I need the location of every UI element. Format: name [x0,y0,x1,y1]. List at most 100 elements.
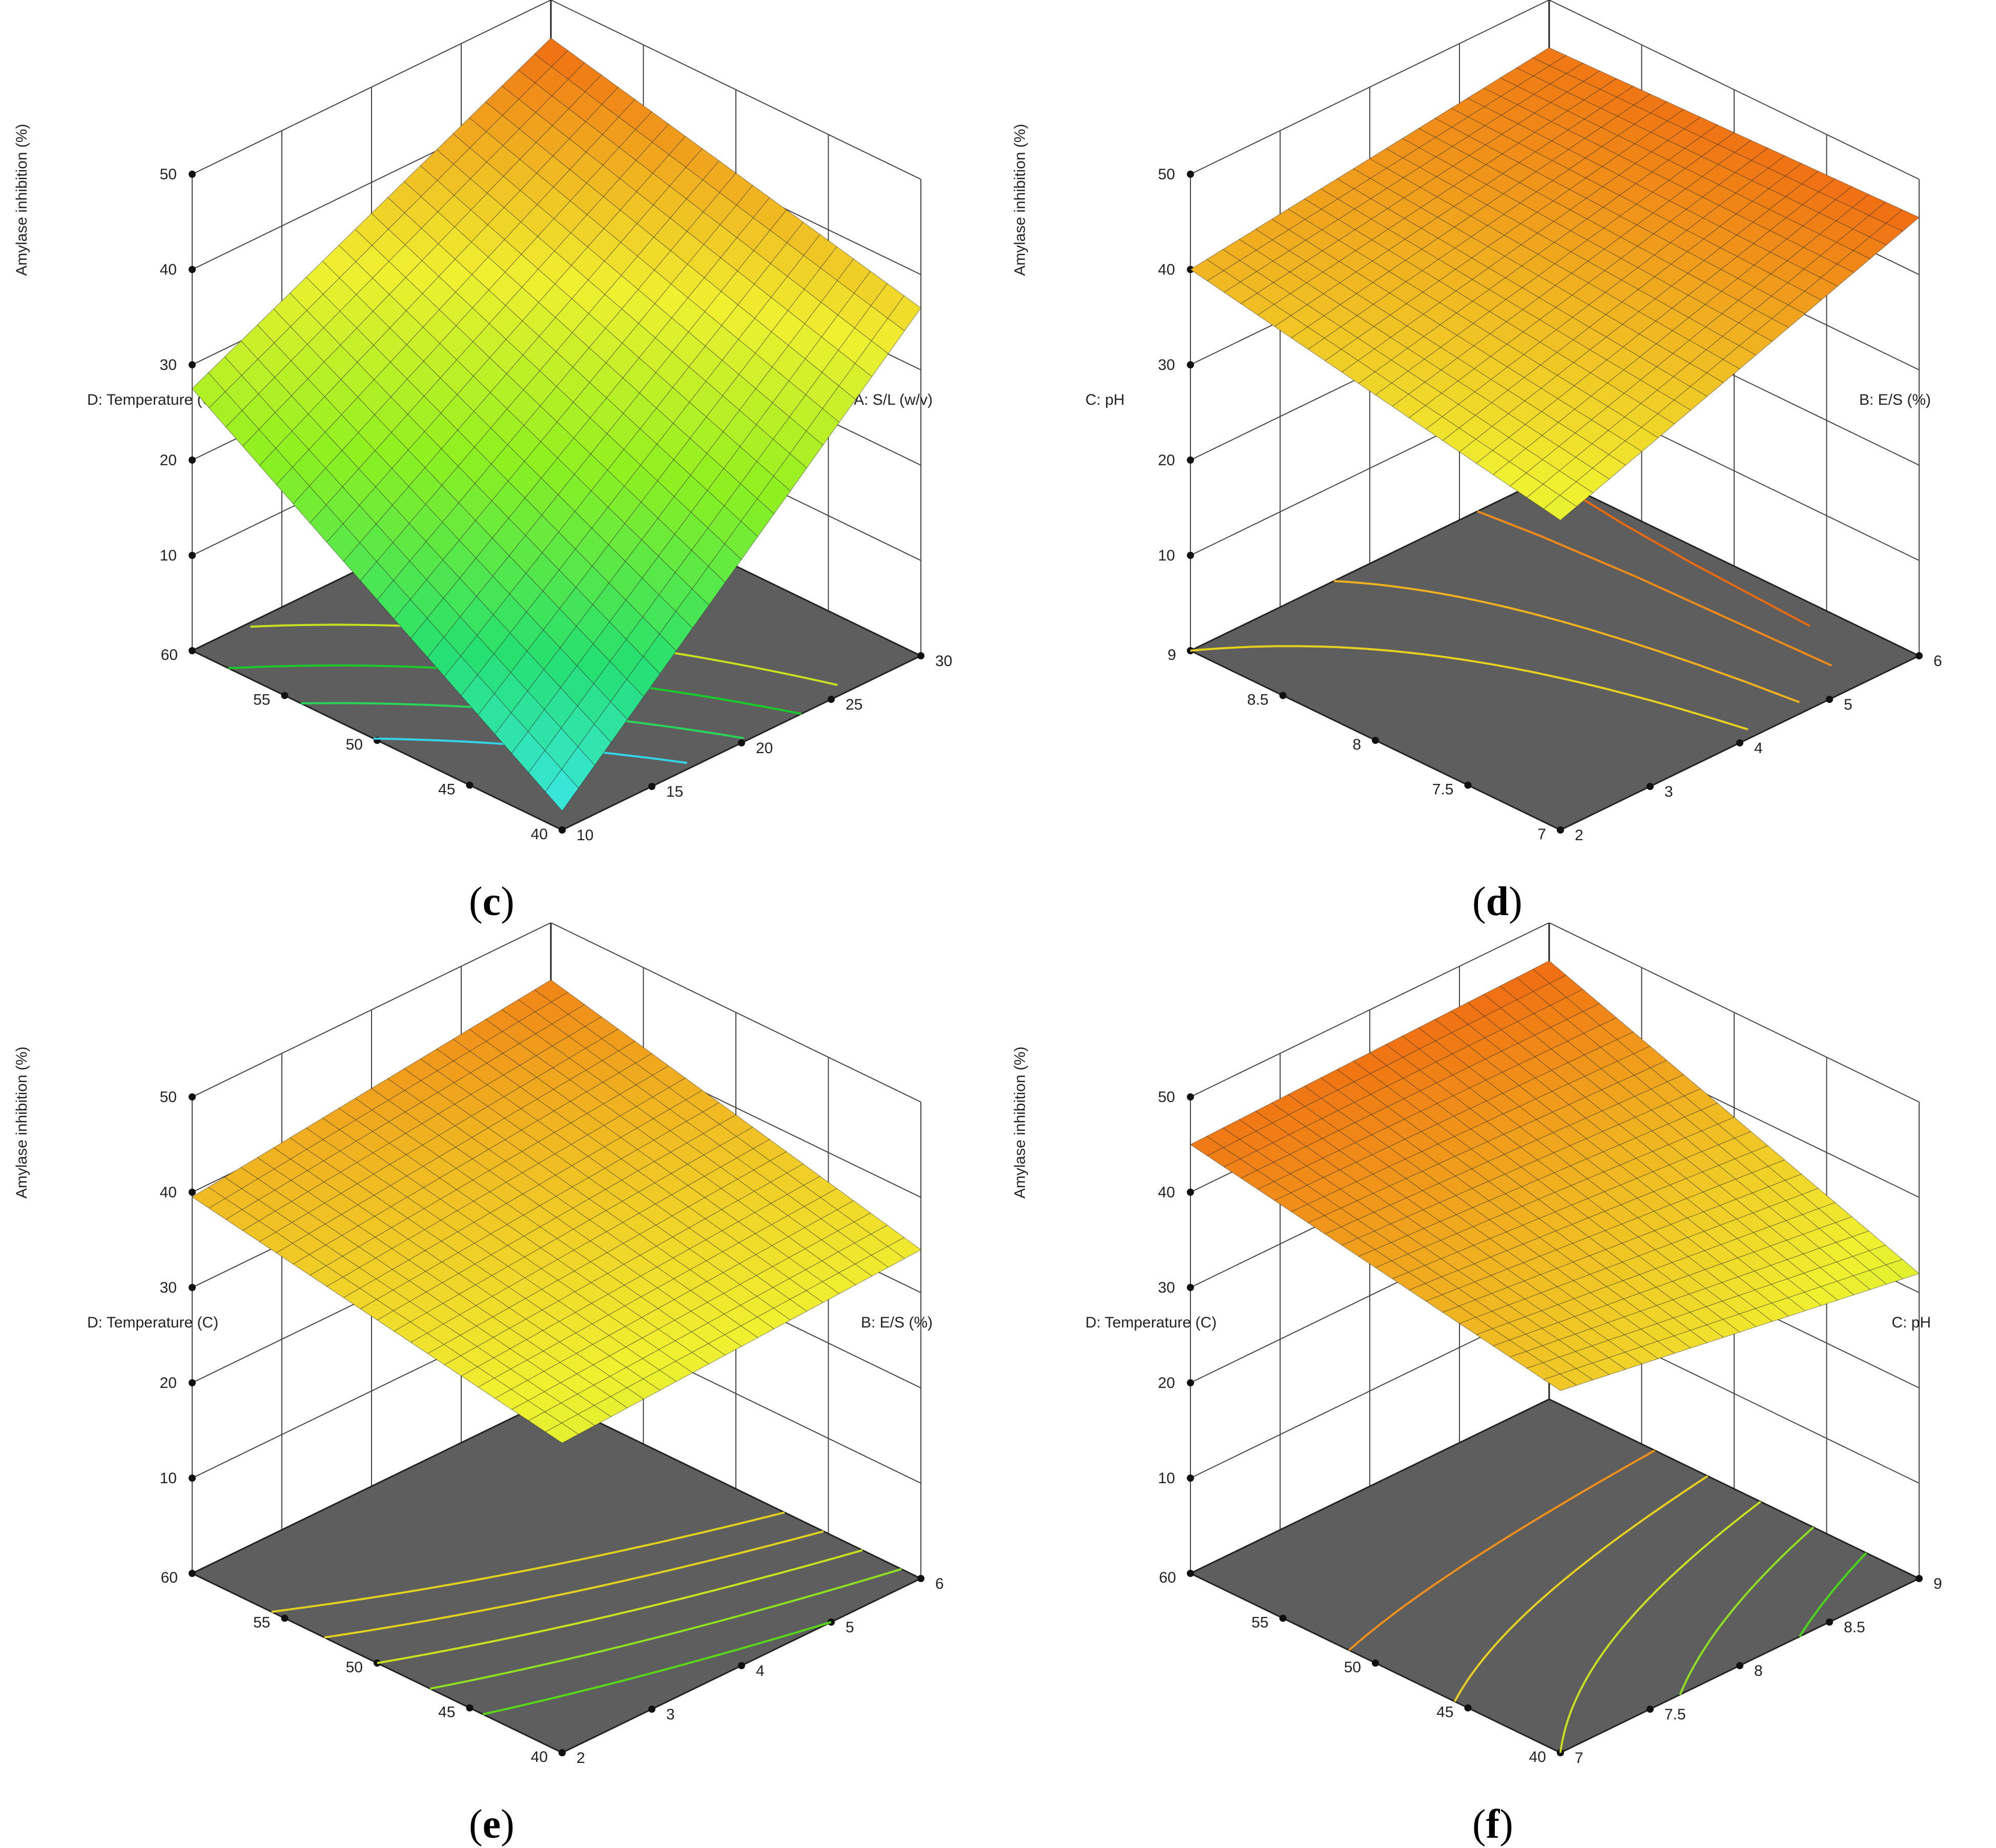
y-tick-label: 4 [1754,740,1763,757]
z-tick-label: 50 [1158,166,1175,183]
contour-group [271,1511,902,1715]
surface-plot-c: 10 20 30 40 50 60 55 50 45 40 10 15 20 25 30 D: Tempera… [13,0,952,844]
x-tick-label: 8.5 [1247,692,1269,709]
z-tick-label: 30 [1158,357,1175,373]
surface-group [192,37,921,812]
x-tick-label: 40 [531,826,548,843]
x-tick-label: 60 [161,1569,178,1586]
y-tick-label: 3 [666,1706,675,1723]
z-tick-mark [189,1284,196,1291]
x-tick-label: 55 [253,1614,270,1631]
z-tick-mark [1187,171,1194,178]
x-tick-mark [281,692,289,699]
x-tick-mark [1279,1614,1287,1622]
caption-f: (f) [1472,1802,1513,1847]
surface-plot-f: 10 20 30 40 50 60 55 50 45 40 7 7.5 8 8.5 9 D: Temperat… [1012,923,1942,1767]
y-tick-label: 8.5 [1844,1619,1865,1636]
x-tick-label: 40 [531,1749,548,1766]
y-tick-label: 8 [1754,1663,1763,1679]
surface-group [1190,47,1920,521]
x-axis-label: D: Temperature (C) [1085,1314,1217,1331]
x-tick-label: 45 [438,781,455,798]
z-axis-label: Amylase inhibition (%) [13,124,30,276]
panel-e: 10 20 30 40 50 60 55 50 45 40 2 3 4 5 6 D: Temperature … [0,923,998,1847]
surface-group [1190,960,1920,1391]
contour-group [1348,1449,1867,1753]
y-tick-label: 5 [846,1619,854,1636]
grid-line [192,923,921,1103]
z-tick-label: 40 [1158,1184,1175,1201]
y-tick-label: 6 [1933,653,1942,670]
y-tick-mark [917,652,924,659]
z-tick-label: 50 [160,1089,177,1106]
y-tick-mark [738,1662,745,1669]
floor [1188,475,1921,831]
y-tick-mark [1557,826,1564,834]
surface-cell [534,979,568,1003]
contour-line [1477,510,1833,667]
y-tick-mark [648,783,655,790]
grid-line [1190,0,1920,180]
z-axis-label: Amylase inhibition (%) [1012,124,1028,276]
grid-line [192,0,921,180]
caption-d: (d) [1472,879,1522,924]
z-tick-label: 40 [160,261,177,278]
contour-line [1190,645,1748,731]
z-tick-mark [1187,361,1194,368]
y-tick-mark [1647,783,1654,790]
x-tick-mark [189,647,196,654]
y-tick-mark [917,1575,924,1582]
z-tick-label: 20 [160,1375,177,1392]
x-tick-mark [281,1614,289,1622]
contour-line [1333,580,1800,703]
x-tick-label: 60 [1159,1569,1176,1586]
y-tick-mark [828,696,835,703]
x-tick-label: 9 [1167,647,1176,663]
z-tick-mark [189,456,196,464]
y-axis-label: B: E/S (%) [1859,391,1931,408]
contour-line [1679,1526,1815,1695]
y-axis-label: C: pH [1891,1314,1931,1331]
z-axis-label: Amylase inhibition (%) [1012,1047,1028,1199]
z-tick-mark [1187,1379,1194,1386]
surface-cell [534,37,568,67]
y-tick-label: 3 [1664,783,1673,800]
x-tick-label: 8 [1352,736,1361,753]
contour-line [1799,1552,1867,1637]
y-tick-mark [738,739,745,746]
y-tick-label: 2 [577,1750,585,1767]
panel-d: 10 20 30 40 50 9 8.5 8 7.5 7 2 3 4 5 6 C: pH B: E/S (%) A… [998,0,1996,924]
x-tick-mark [466,781,474,789]
panel-c: 10 20 30 40 50 60 55 50 45 40 10 15 20 25 30 D: Tempera… [0,0,998,924]
y-tick-label: 15 [666,783,683,800]
y-tick-mark [648,1706,655,1713]
z-tick-mark [189,552,196,559]
contour-line [1559,1501,1761,1753]
x-tick-mark [466,1704,474,1712]
grid-line [1190,923,1920,1103]
y-tick-mark [1647,1706,1654,1713]
contour-line [482,1621,832,1715]
z-tick-mark [189,1379,196,1386]
x-tick-label: 55 [1251,1614,1268,1631]
x-tick-label: 55 [253,692,270,709]
contour-line [324,1530,824,1638]
contour-line [1348,1449,1656,1651]
surface-cell [1532,960,1567,984]
y-tick-label: 5 [1844,696,1853,713]
y-tick-mark [1916,652,1923,659]
y-tick-mark [559,1749,566,1756]
z-tick-mark [189,361,196,368]
z-tick-mark [1187,456,1194,464]
caption-e: (e) [469,1802,515,1847]
caption-d-letter: d [1486,879,1509,924]
z-tick-mark [189,1189,196,1196]
x-tick-mark [1372,1659,1379,1667]
y-tick-mark [1826,696,1833,703]
z-tick-label: 50 [1158,1089,1175,1106]
z-tick-label: 40 [160,1184,177,1201]
z-tick-label: 20 [160,452,177,469]
x-tick-label: 50 [346,1659,363,1676]
y-axis-label: B: E/S (%) [861,1314,933,1331]
surface-group [192,979,921,1444]
